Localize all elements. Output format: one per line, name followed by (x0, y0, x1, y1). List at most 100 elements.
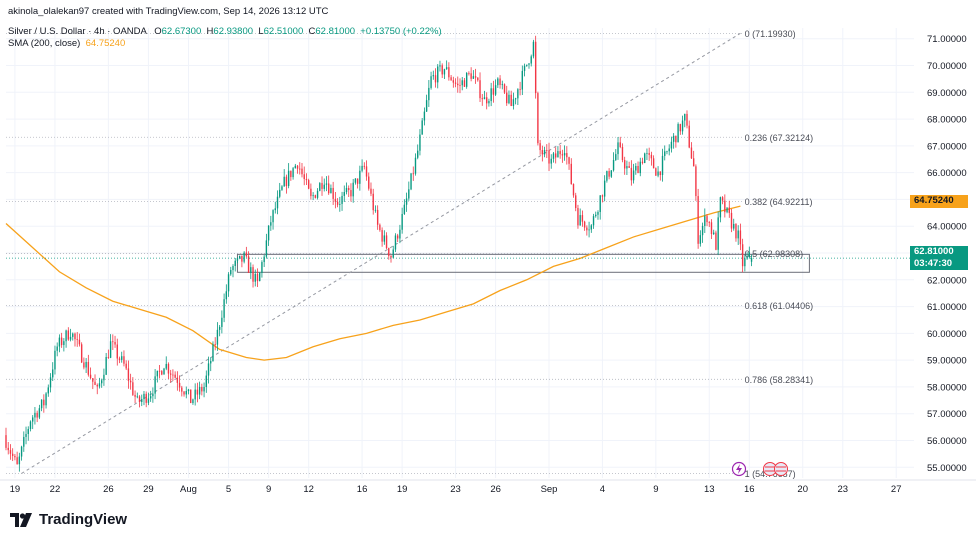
candle (512, 92, 515, 110)
candle-body (187, 389, 190, 392)
candle (650, 151, 653, 166)
candle-body (196, 389, 199, 395)
candle (294, 163, 297, 169)
candle-body (348, 188, 350, 191)
candle-body (501, 84, 503, 86)
candle (710, 219, 713, 239)
candle-body (421, 120, 423, 135)
candle-body (621, 146, 624, 161)
candle (327, 175, 330, 195)
candle (664, 145, 666, 161)
candle (100, 378, 103, 388)
candle (256, 268, 259, 287)
candle (330, 184, 332, 194)
x-tick-label: 4 (600, 484, 605, 495)
candle-body (325, 183, 328, 185)
candle (190, 389, 192, 404)
candle-body (697, 196, 699, 244)
y-tick-label: 57.00000 (927, 409, 967, 420)
candle-body (561, 154, 564, 156)
candle-body (650, 154, 653, 159)
candle-body (185, 391, 187, 395)
candle (118, 356, 121, 364)
candle-body (441, 65, 443, 75)
symbol-legend[interactable]: Silver / U.S. Dollar · 4h · OANDA O62.67… (8, 26, 442, 37)
candle-body (165, 363, 167, 369)
low-label: L (258, 26, 264, 37)
y-tick-label: 70.00000 (927, 61, 967, 72)
candle-body (537, 93, 539, 144)
candle-body (352, 182, 354, 197)
fib-level-label: 0.382 (64.92211) (745, 197, 813, 207)
candle-body (232, 265, 234, 271)
candle (11, 448, 14, 462)
candle-body (412, 173, 414, 175)
candle (80, 342, 83, 364)
candle (223, 293, 225, 323)
candle (583, 220, 586, 231)
candle (56, 342, 58, 357)
candle-body (96, 384, 98, 387)
candle (279, 182, 281, 199)
candle-body (65, 330, 67, 342)
fib-level-label: 0.236 (67.32124) (745, 133, 814, 143)
candle (748, 246, 751, 259)
candle-body (294, 165, 297, 169)
candle (692, 150, 695, 167)
candle (539, 139, 541, 155)
candle-body (539, 143, 541, 151)
candle (54, 345, 56, 375)
candle (468, 71, 470, 76)
candle-body (376, 209, 379, 225)
candle-body (368, 176, 370, 189)
candle-body (617, 142, 619, 155)
candle (105, 352, 107, 376)
candle-body (227, 274, 230, 292)
candle-body (89, 374, 92, 379)
candle-body (432, 75, 434, 77)
candle-body (163, 368, 165, 375)
candle-body (554, 153, 557, 158)
x-tick-label: 20 (797, 484, 808, 495)
sma-legend[interactable]: SMA (200, close) 64.75240 (8, 38, 125, 49)
candle-body (296, 165, 299, 169)
candle (410, 173, 412, 191)
candle (259, 272, 261, 282)
candle (303, 166, 305, 186)
candle-body (688, 125, 690, 148)
candle (486, 92, 488, 110)
candle-body (60, 337, 63, 346)
candle-body (472, 76, 475, 79)
candle (655, 167, 657, 176)
candle (568, 156, 570, 170)
candle (250, 262, 252, 279)
change-value: +0.13750 (+0.22%) (360, 26, 442, 37)
candle (83, 357, 85, 370)
candle (577, 204, 579, 229)
candle-body (36, 412, 38, 418)
candle (635, 163, 637, 175)
candle (648, 147, 650, 161)
candle-body (339, 203, 341, 205)
candle (247, 251, 250, 274)
candle-body (350, 190, 352, 197)
fib-level-label: 0 (71.19930) (745, 29, 796, 39)
candle-body (281, 186, 283, 190)
candle-body (9, 450, 12, 454)
tradingview-logo[interactable]: TradingView (10, 511, 127, 528)
candle-body (637, 166, 639, 174)
candle-body (597, 212, 599, 215)
candle-body (14, 455, 16, 458)
candle-body (178, 382, 181, 388)
candle (121, 351, 123, 363)
candle (561, 149, 564, 163)
candle-body (69, 336, 72, 340)
x-tick-label: 19 (397, 484, 408, 495)
candle (265, 233, 268, 259)
candle (601, 194, 604, 203)
candle-body (100, 380, 103, 384)
candle-body (521, 70, 524, 90)
candle-body (639, 161, 641, 174)
